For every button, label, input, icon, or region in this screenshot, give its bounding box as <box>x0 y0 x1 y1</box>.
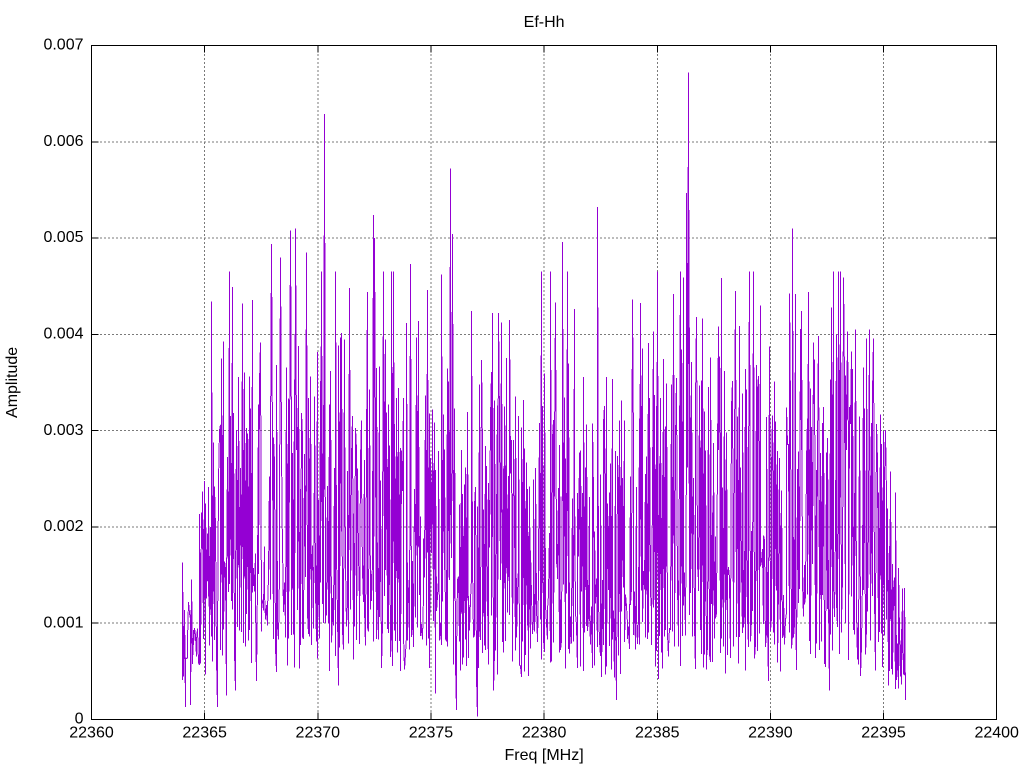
svg-text:0.006: 0.006 <box>43 133 83 150</box>
svg-text:0.005: 0.005 <box>43 229 83 246</box>
svg-text:22360: 22360 <box>69 725 114 742</box>
svg-text:0: 0 <box>75 711 84 728</box>
svg-text:Ef-Hh: Ef-Hh <box>524 14 565 31</box>
svg-text:0.001: 0.001 <box>43 614 83 631</box>
svg-text:22400: 22400 <box>974 725 1019 742</box>
svg-text:22365: 22365 <box>182 725 227 742</box>
svg-text:0.003: 0.003 <box>43 422 83 439</box>
svg-text:22395: 22395 <box>861 725 906 742</box>
svg-text:0.004: 0.004 <box>43 326 83 343</box>
svg-text:0.002: 0.002 <box>43 518 83 535</box>
svg-text:22370: 22370 <box>296 725 341 742</box>
svg-text:Freq [MHz]: Freq [MHz] <box>505 747 584 764</box>
svg-text:22385: 22385 <box>635 725 680 742</box>
svg-text:0.007: 0.007 <box>43 37 83 54</box>
svg-text:22375: 22375 <box>409 725 454 742</box>
svg-text:22380: 22380 <box>522 725 567 742</box>
svg-text:22390: 22390 <box>748 725 793 742</box>
svg-text:Amplitude: Amplitude <box>4 347 21 418</box>
